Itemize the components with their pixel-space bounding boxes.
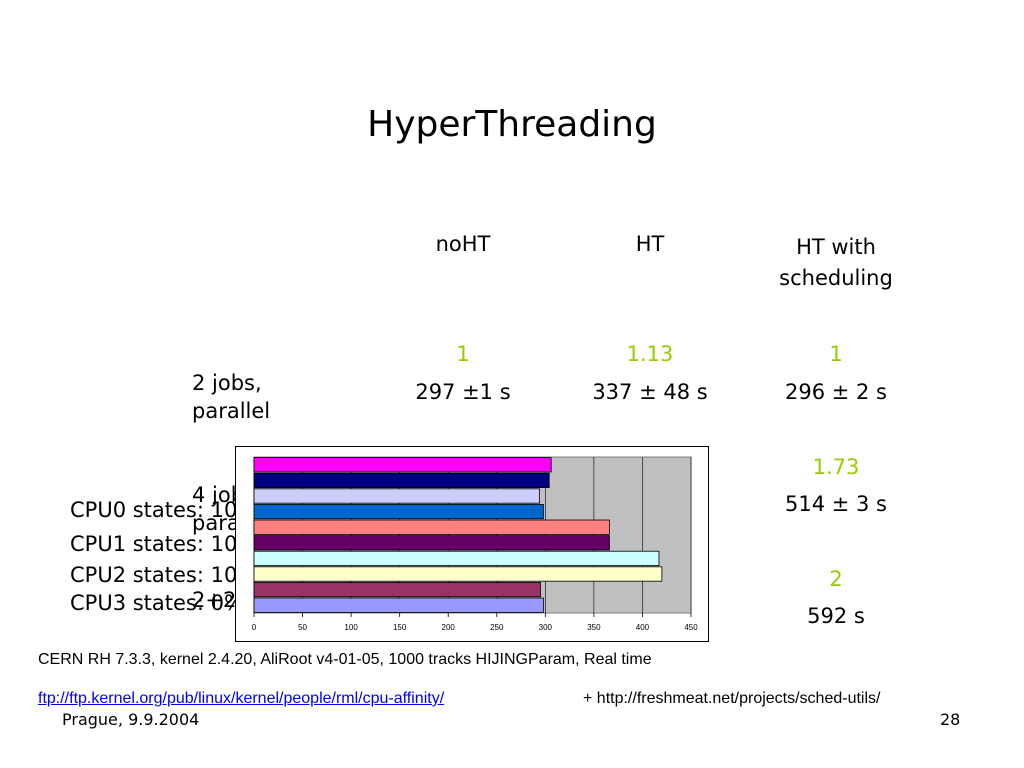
bar-6 — [253, 550, 660, 566]
column-header-ht-scheduling: HT with scheduling — [779, 235, 893, 290]
x-tick-label: 400 — [636, 623, 650, 632]
x-tick-label: 300 — [539, 623, 553, 632]
ratio-htsched-4jobs: 1.73 — [812, 455, 860, 479]
ratio-noht-2jobs: 1 — [456, 342, 470, 366]
footer-location-date: Prague, 9.9.2004 — [62, 710, 200, 729]
sched-utils-reference: + http://freshmeat.net/projects/sched-ut… — [583, 690, 881, 707]
x-tick-label: 200 — [442, 623, 456, 632]
bar-5 — [253, 535, 610, 551]
bar-4 — [253, 519, 610, 535]
x-tick-label: 450 — [684, 623, 698, 632]
slide-number: 28 — [940, 710, 961, 729]
column-header-noht: noHT — [435, 232, 491, 256]
time-htsched-2plus2: 592 s — [807, 604, 865, 628]
bar-2 — [253, 488, 540, 504]
bar-chart: 0 50 100 150 200 250 300 350 400 450 — [235, 446, 709, 642]
time-htsched-4jobs: 514 ± 3 s — [784, 492, 887, 516]
slide-title: HyperThreading — [367, 104, 657, 145]
column-header-ht: HT — [635, 232, 665, 256]
x-tick-label: 0 — [252, 623, 257, 632]
bar-chart-svg: 0 50 100 150 200 250 300 350 400 450 — [252, 456, 698, 632]
ratio-htsched-2plus2: 2 — [829, 567, 843, 591]
footnote: CERN RH 7.3.3, kernel 2.4.20, AliRoot v4… — [38, 651, 652, 668]
bar-3 — [253, 504, 544, 520]
bar-9 — [253, 597, 544, 613]
x-tick-label: 250 — [490, 623, 504, 632]
ratio-htsched-2jobs: 1 — [829, 342, 843, 366]
bar-8 — [253, 582, 541, 598]
x-tick-label: 350 — [587, 623, 601, 632]
x-tick-label: 150 — [393, 623, 407, 632]
row-label-2plus2: 2+2 — [192, 588, 237, 612]
ratio-ht-2jobs: 1.13 — [626, 342, 674, 366]
time-ht-2jobs: 337 ± 48 s — [592, 380, 708, 404]
bar-1 — [253, 472, 550, 488]
time-noht-2jobs: 297 ±1 s — [415, 380, 511, 404]
bar-0 — [253, 457, 552, 473]
time-htsched-2jobs: 296 ± 2 s — [784, 380, 887, 404]
bar-7 — [253, 566, 663, 582]
x-tick-label: 50 — [298, 623, 307, 632]
cpu-affinity-link[interactable]: ftp://ftp.kernel.org/pub/linux/kernel/pe… — [38, 690, 445, 707]
row-label-2-jobs: 2 jobs, parallel — [192, 371, 271, 423]
x-tick-label: 100 — [344, 623, 358, 632]
